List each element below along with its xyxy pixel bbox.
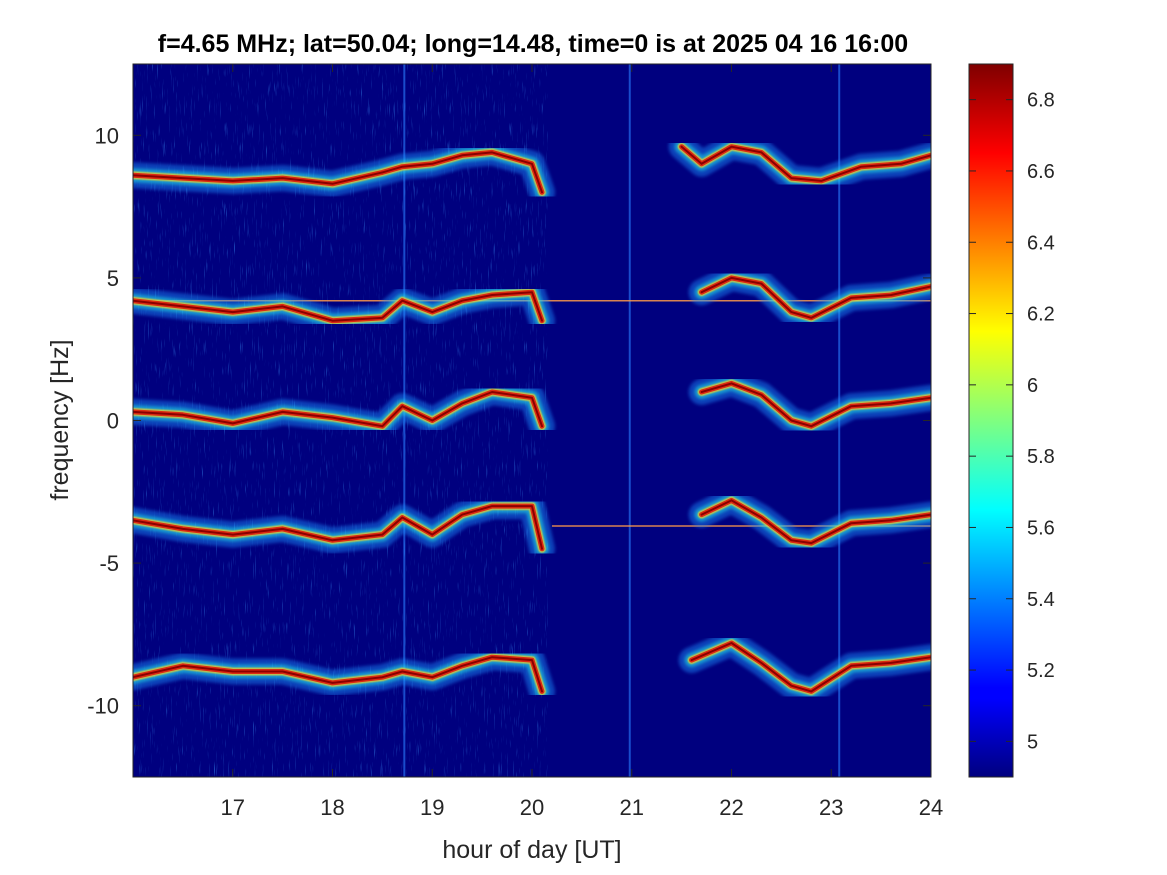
trace-core xyxy=(133,291,543,322)
y-tick-label: 5 xyxy=(107,266,119,291)
doppler-trace xyxy=(133,379,555,440)
x-tick-label: 18 xyxy=(320,795,344,820)
colorbar-tick-label: 5 xyxy=(1027,731,1038,753)
trace-core xyxy=(133,505,543,550)
colorbar-tick-label: 6.2 xyxy=(1027,304,1055,326)
x-axis-label: hour of day [UT] xyxy=(442,836,621,864)
colorbar: 6.8 6.6 6.4 6.2 6 5.8 5.6 5.4 5.2 5 xyxy=(968,63,1055,778)
colorbar-tick-label: 6 xyxy=(1027,375,1038,397)
x-tick-label: 22 xyxy=(719,795,743,820)
colorbar-tick-label: 5.2 xyxy=(1027,660,1055,682)
doppler-trace xyxy=(688,370,931,440)
y-axis-label: frequency [Hz] xyxy=(46,339,74,500)
trace-core xyxy=(690,642,931,693)
colorbar-tick-label: 6.8 xyxy=(1027,90,1055,112)
y-tick-label: -10 xyxy=(87,694,119,719)
x-tick-label: 19 xyxy=(420,795,444,820)
trace-core xyxy=(700,499,931,545)
doppler-trace xyxy=(688,264,931,331)
trace-core xyxy=(133,391,543,428)
trace-core xyxy=(680,145,931,182)
trace-core xyxy=(133,656,543,693)
x-tick-label: 21 xyxy=(620,795,644,820)
doppler-trace xyxy=(133,493,555,562)
doppler-trace xyxy=(133,279,555,334)
colorbar-tick-label: 5.6 xyxy=(1027,517,1055,539)
colorbar-tick-label: 5.4 xyxy=(1027,589,1055,611)
y-tick-label: -5 xyxy=(99,551,119,576)
x-tick-label: 23 xyxy=(819,795,843,820)
trace-core xyxy=(700,276,931,319)
colorbar-tick-label: 6.6 xyxy=(1027,161,1055,183)
plot-area xyxy=(133,64,931,777)
doppler-trace xyxy=(668,133,931,194)
x-tick-label: 20 xyxy=(520,795,544,820)
y-tick-label: 0 xyxy=(107,409,119,434)
x-tick-label: 17 xyxy=(221,795,245,820)
doppler-trace xyxy=(688,487,931,557)
colorbar-frame xyxy=(968,63,1014,778)
doppler-trace xyxy=(133,644,555,705)
chart-title: f=4.65 MHz; lat=50.04; long=14.48, time=… xyxy=(158,30,908,58)
colorbar-tick-label: 5.8 xyxy=(1027,446,1055,468)
trace-core xyxy=(133,151,543,194)
doppler-trace xyxy=(678,630,931,705)
trace-core xyxy=(700,382,931,428)
y-tick-label: 10 xyxy=(95,123,119,148)
colorbar-gradient xyxy=(969,64,1013,777)
doppler-trace xyxy=(133,139,555,206)
x-tick-label: 24 xyxy=(919,795,943,820)
colorbar-tick-label: 6.4 xyxy=(1027,232,1055,254)
